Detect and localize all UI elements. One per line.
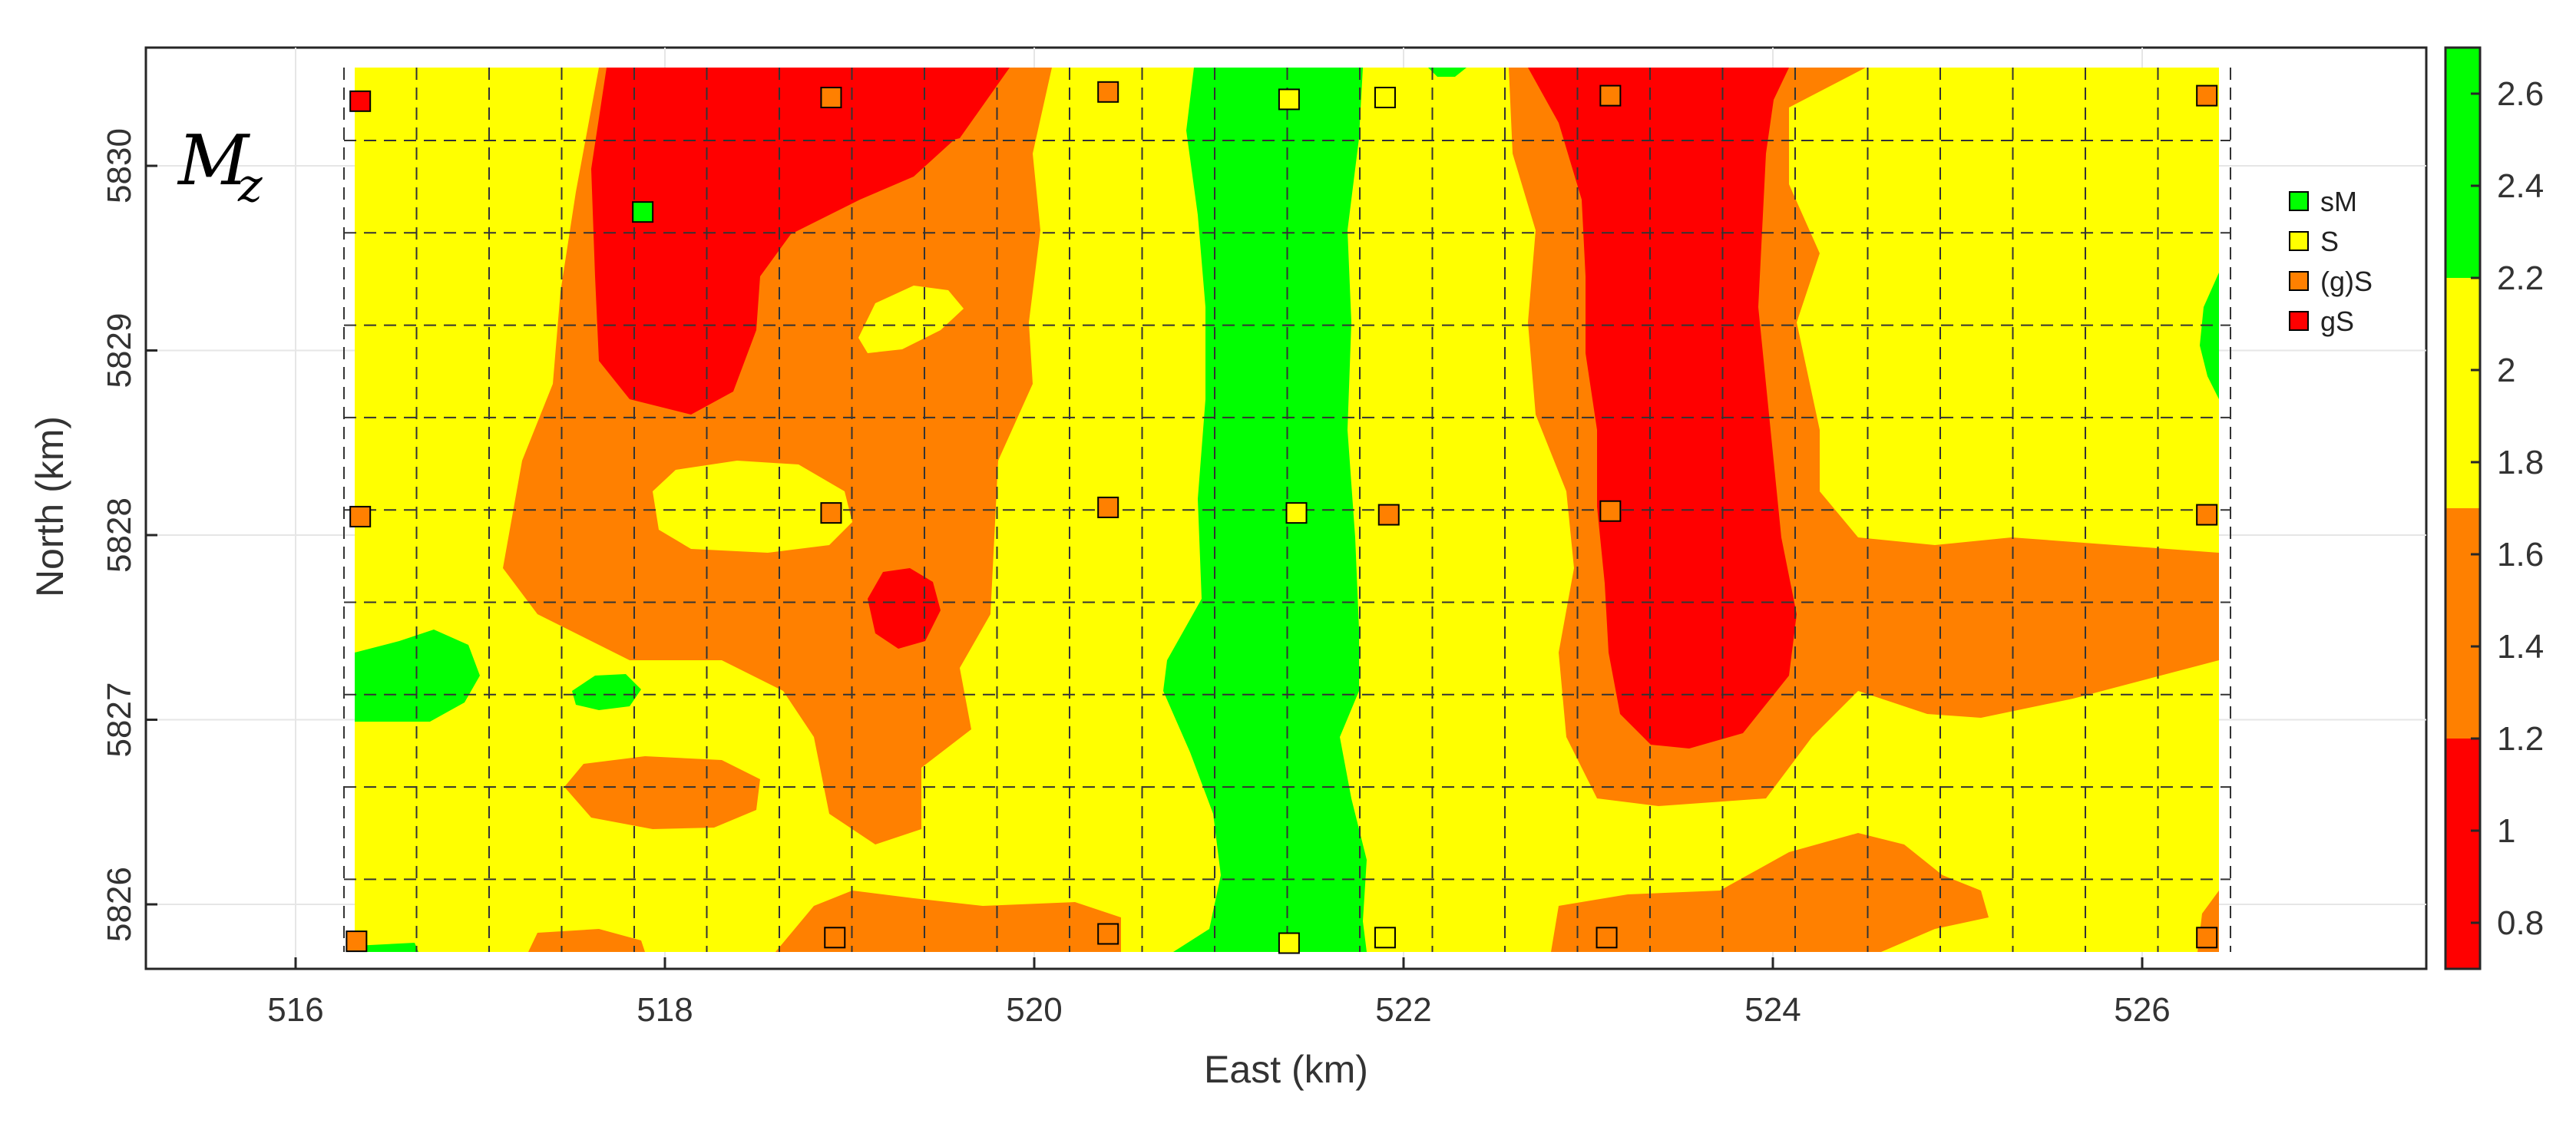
- x-tick-label: 526: [2114, 991, 2170, 1029]
- x-tick-label: 516: [267, 991, 323, 1029]
- sample-marker: [1374, 927, 1396, 949]
- map-region-orange-south-east: [1551, 833, 1989, 952]
- colorbar-tick-label: 1: [2497, 812, 2515, 850]
- sample-marker: [1285, 502, 1308, 524]
- panel-label: M z: [177, 121, 263, 213]
- colorbar-tick-label: 1.2: [2497, 720, 2544, 758]
- map-region-green-small: [572, 674, 641, 710]
- sample-marker: [2196, 927, 2218, 949]
- colorbar-tick-label: 0.8: [2497, 904, 2544, 942]
- colorbar-band: [2445, 278, 2480, 508]
- y-tick-label: 5826: [101, 867, 138, 942]
- colorbar-tick-label: 1.6: [2497, 536, 2544, 573]
- x-axis: 516 518 520 522 524 526: [267, 957, 2171, 1029]
- sample-marker: [2196, 504, 2218, 526]
- map-region-orange-south-west: [775, 891, 1121, 952]
- sample-markers: [346, 81, 2218, 954]
- sample-marker: [1374, 87, 1396, 109]
- sample-marker: [346, 930, 368, 953]
- y-axis: 5830 5829 5828 5827 5826: [101, 128, 157, 942]
- sample-marker: [1596, 927, 1618, 949]
- legend-swatch: [2289, 271, 2309, 291]
- colorbar-band: [2445, 739, 2480, 969]
- map-region-red-west-lobe: [814, 68, 1010, 154]
- map-region-orange-south-small: [528, 929, 645, 952]
- colorbar-tick-label: 1.4: [2497, 628, 2544, 666]
- colorbar-band: [2445, 48, 2480, 278]
- colorbar-tick-label: 1.8: [2497, 444, 2544, 481]
- x-tick-label: 524: [1744, 991, 1801, 1029]
- x-tick-label: 522: [1375, 991, 1431, 1029]
- legend-label: gS: [2320, 306, 2354, 337]
- sample-marker: [820, 87, 842, 109]
- class-legend: sM S (g)S gS: [2289, 186, 2373, 337]
- legend-swatch: [2289, 311, 2309, 331]
- legend-label: S: [2320, 226, 2339, 257]
- colorbar-tick-label: 2.4: [2497, 167, 2544, 205]
- map-region-red-spot: [868, 568, 941, 649]
- y-tick-label: 5827: [101, 682, 138, 758]
- map-region-green-southwest-bit: [355, 943, 418, 952]
- colorbar-tick-label: 2: [2497, 352, 2515, 389]
- panel-label-main: M: [177, 121, 250, 201]
- colorbar-tick-label: 2.2: [2497, 259, 2544, 297]
- sample-marker: [1377, 504, 1400, 526]
- legend-swatch: [2289, 191, 2309, 211]
- legend-label: (g)S: [2320, 266, 2373, 297]
- colorbar-tick-label: 2.6: [2497, 75, 2544, 113]
- sample-marker: [2196, 84, 2218, 107]
- sample-marker: [1097, 496, 1119, 518]
- colorbar: 2.6 2.4 2.2 2 1.8 1.6 1.4 1.2 1 0.8: [2444, 46, 2544, 970]
- x-axis-label: East (km): [1204, 1048, 1368, 1091]
- legend-label: sM: [2320, 186, 2357, 217]
- sample-marker: [1278, 88, 1300, 111]
- y-tick-label: 5828: [101, 497, 138, 573]
- x-tick-label: 520: [1006, 991, 1062, 1029]
- colorbar-band: [2445, 508, 2480, 739]
- sample-marker: [1097, 81, 1119, 103]
- sample-marker: [349, 505, 372, 527]
- colorbar-frame: [2444, 46, 2482, 970]
- y-tick-label: 5830: [101, 128, 138, 203]
- map-region-green-east-edge: [2200, 273, 2219, 399]
- sample-marker: [1599, 500, 1622, 522]
- sample-marker: [1097, 923, 1119, 945]
- y-axis-label: North (km): [28, 416, 71, 597]
- map-region-red-east: [1528, 68, 1797, 749]
- sample-marker: [1599, 84, 1622, 107]
- map-region-red-west: [591, 68, 990, 415]
- legend-swatch: [2289, 231, 2309, 251]
- sample-marker: [349, 90, 372, 112]
- sample-marker: [824, 927, 846, 949]
- map-region-yellow-island-a: [653, 461, 852, 553]
- sample-marker: [632, 201, 654, 223]
- y-tick-label: 5829: [101, 313, 138, 388]
- sample-marker: [1278, 932, 1300, 954]
- sample-marker: [820, 502, 842, 524]
- map-region-yellow-island-b: [858, 286, 964, 353]
- panel-label-subscript: z: [237, 159, 263, 213]
- map-region-orange-mid-island: [564, 756, 760, 829]
- x-tick-label: 518: [637, 991, 693, 1029]
- map-region-green-north-bit: [1428, 68, 1467, 77]
